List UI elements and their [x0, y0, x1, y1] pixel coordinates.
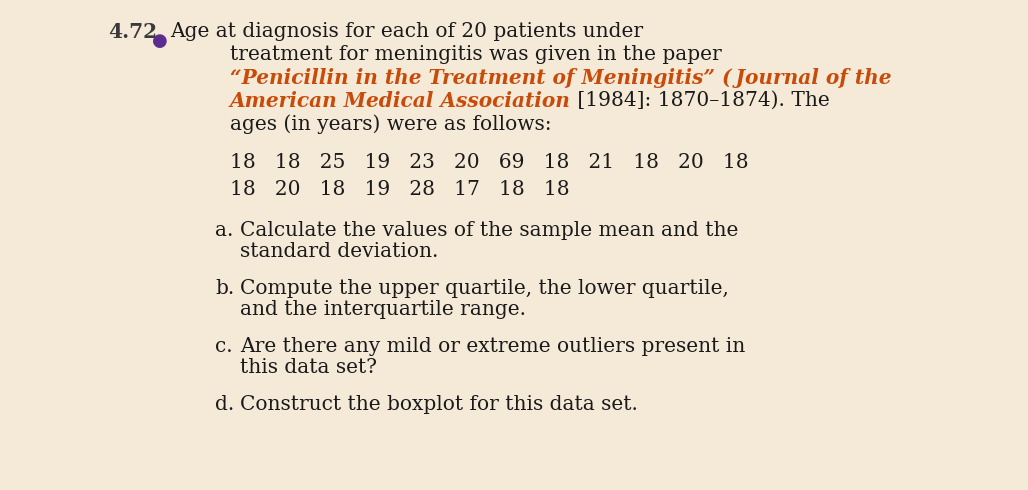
- Text: American Medical Association: American Medical Association: [230, 91, 571, 111]
- Text: 18   20   18   19   28   17   18   18: 18 20 18 19 28 17 18 18: [230, 180, 570, 199]
- Text: Calculate the values of the sample mean and the: Calculate the values of the sample mean …: [240, 221, 738, 240]
- Text: and the interquartile range.: and the interquartile range.: [240, 300, 526, 319]
- Text: Age at diagnosis for each of 20 patients under: Age at diagnosis for each of 20 patients…: [170, 22, 644, 41]
- Text: Compute the upper quartile, the lower quartile,: Compute the upper quartile, the lower qu…: [240, 279, 729, 298]
- Text: d.: d.: [215, 395, 234, 414]
- Text: standard deviation.: standard deviation.: [240, 242, 438, 261]
- Text: ages (in years) were as follows:: ages (in years) were as follows:: [230, 114, 552, 134]
- Text: a.: a.: [215, 221, 233, 240]
- Text: [1984]: 1870–1874).: [1984]: 1870–1874).: [571, 91, 784, 110]
- Text: Construct the boxplot for this data set.: Construct the boxplot for this data set.: [240, 395, 638, 414]
- Text: Are there any mild or extreme outliers present in: Are there any mild or extreme outliers p…: [240, 337, 745, 356]
- Text: treatment for meningitis was given in the paper: treatment for meningitis was given in th…: [230, 45, 722, 64]
- Text: The: The: [784, 91, 830, 110]
- Text: this data set?: this data set?: [240, 358, 377, 377]
- Text: c.: c.: [215, 337, 232, 356]
- Text: ●: ●: [152, 32, 168, 50]
- Text: b.: b.: [215, 279, 234, 298]
- Text: 18   18   25   19   23   20   69   18   21   18   20   18: 18 18 25 19 23 20 69 18 21 18 20 18: [230, 153, 748, 172]
- Text: 4.72: 4.72: [108, 22, 157, 42]
- Text: “Penicillin in the Treatment of Meningitis” ( Journal of the: “Penicillin in the Treatment of Meningit…: [230, 68, 891, 88]
